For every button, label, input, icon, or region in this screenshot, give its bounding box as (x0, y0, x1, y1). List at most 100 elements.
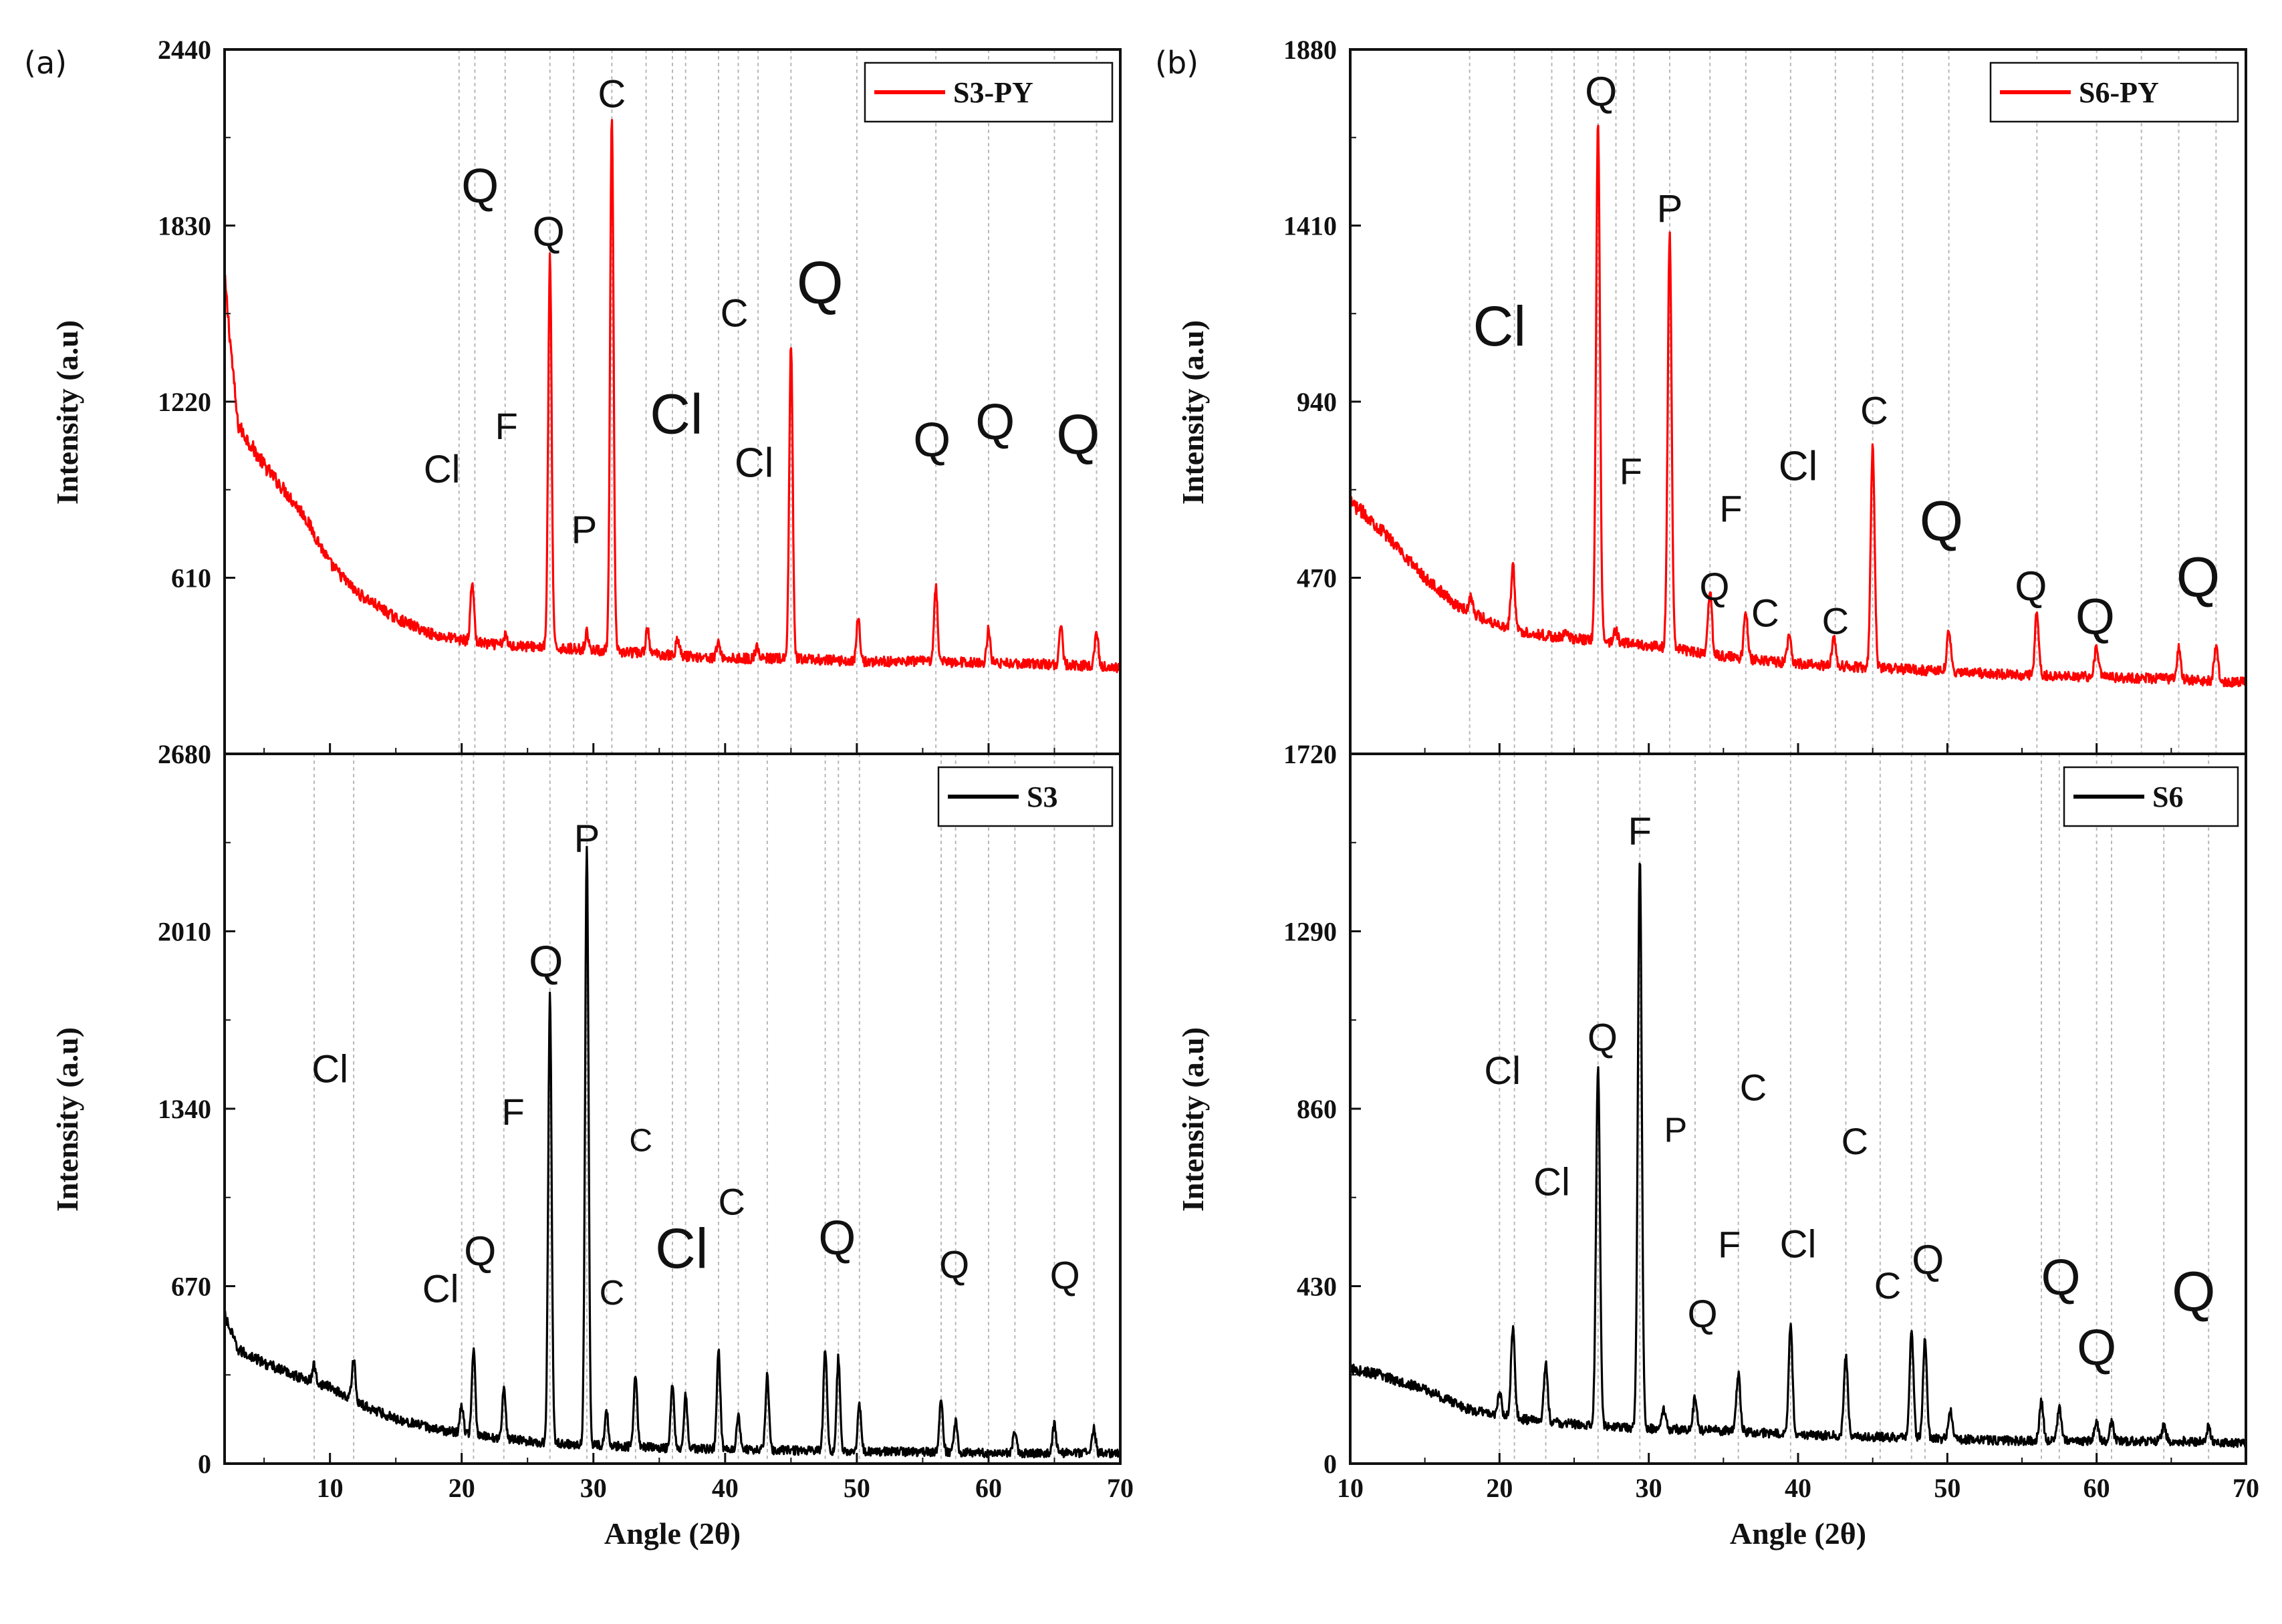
series-line-s3 (223, 845, 1122, 1459)
y-tick-label: 430 (1297, 1272, 1337, 1302)
x-tick-label: 60 (2083, 1473, 2110, 1503)
chart-a-bottom: 2680 2010 1340 670 0 10 20 30 40 50 60 70 Angle (2θ)… (50, 739, 1134, 1550)
legend-label: S6-PY (2079, 76, 2159, 109)
y-tick-label: 2440 (158, 35, 211, 65)
phase-label-q: Q (1699, 565, 1729, 609)
y-axis-label: Intensity (a.u) (50, 320, 84, 505)
phase-label-c: C (721, 292, 749, 335)
phase-label-cl: Cl (1484, 1049, 1521, 1093)
series-line-s3-py (224, 119, 1122, 674)
y-axis-label: Intensity (a.u) (1176, 320, 1210, 505)
y-tick-label: 0 (198, 1449, 211, 1479)
phase-label-p: P (1664, 1111, 1688, 1149)
x-tick-label: 70 (1107, 1473, 1134, 1503)
y-tick-label: 860 (1297, 1094, 1337, 1124)
y-tick-label: 1720 (1283, 739, 1337, 769)
legend-label: S3 (1027, 781, 1057, 813)
phase-label-cl: Cl (655, 1217, 708, 1280)
phase-label-q: Q (464, 1228, 496, 1274)
phase-label-q: Q (2176, 546, 2220, 609)
phase-label-q: Q (1912, 1237, 1944, 1283)
y-axis-label: Intensity (a.u) (1176, 1027, 1210, 1212)
phase-label-cl: Cl (1473, 295, 1526, 358)
x-tick-label: 50 (844, 1473, 870, 1503)
phase-label-q: Q (533, 209, 565, 255)
y-tick-label: 610 (171, 563, 211, 593)
x-axis-label: Angle (2θ) (604, 1516, 741, 1550)
phase-label-cl: Cl (650, 383, 703, 446)
phase-label-cl: Cl (311, 1047, 348, 1091)
phase-label-c: C (600, 1274, 625, 1313)
phase-label-cl: Cl (1780, 1222, 1817, 1266)
phase-label-cl: Cl (735, 440, 774, 486)
x-tick-label: 30 (580, 1473, 607, 1503)
legend-label: S6 (2152, 781, 2183, 813)
series-line-s6-py (1349, 124, 2247, 688)
phase-label-c: C (718, 1181, 745, 1223)
y-tick-label: 1880 (1283, 35, 1337, 65)
phase-label-q: Q (1588, 1017, 1618, 1060)
phase-label-q: Q (2077, 1319, 2116, 1376)
x-tick-label: 70 (2233, 1473, 2259, 1503)
phase-label-cl: Cl (422, 1267, 459, 1311)
phase-label-q: Q (461, 160, 499, 213)
phase-label-c: C (1860, 390, 1888, 433)
x-tick-label: 20 (1486, 1473, 1513, 1503)
phase-label-q: Q (1050, 1254, 1080, 1297)
x-tick-label: 40 (1785, 1473, 1811, 1503)
phase-label-q: Q (797, 250, 844, 317)
phase-label-f: F (495, 405, 518, 447)
plot-frame (1349, 48, 2247, 755)
phase-label-c: C (1842, 1120, 1868, 1162)
phase-label-q: Q (2172, 1260, 2215, 1323)
phase-label-cl: Cl (1533, 1161, 1570, 1204)
y-tick-label: 2010 (158, 917, 211, 947)
phase-label-q: Q (913, 414, 950, 467)
phase-label-q: Q (939, 1244, 969, 1287)
y-tick-label: 470 (1297, 563, 1337, 593)
phase-label-q: Q (1688, 1293, 1718, 1336)
chart-b-bottom: 1720 1290 860 430 010 20 30 40 50 60 70 Angle (2θ) I… (1176, 739, 2259, 1550)
phase-label-c: C (1874, 1264, 1901, 1307)
y-tick-label: 670 (171, 1272, 211, 1302)
x-tick-label: 40 (712, 1473, 739, 1503)
phase-label-q: Q (2041, 1249, 2081, 1306)
x-tick-label: 20 (449, 1473, 475, 1503)
phase-label-cl: Cl (424, 448, 461, 491)
phase-label-c: C (1751, 591, 1779, 635)
phase-label-q: Q (1056, 403, 1100, 466)
y-tick-label: 2680 (158, 739, 211, 769)
y-tick-label: 940 (1297, 387, 1337, 417)
x-tick-label: 10 (317, 1473, 344, 1503)
phase-label-c: C (598, 72, 626, 116)
phase-label-cl: Cl (1779, 444, 1818, 490)
phase-label-q: Q (529, 936, 563, 986)
x-tick-label: 50 (1934, 1473, 1960, 1503)
phase-label-f: F (501, 1091, 524, 1133)
phase-label-c: C (1822, 600, 1849, 642)
phase-label-q: Q (1920, 489, 1963, 552)
legend-label: S3-PY (953, 76, 1033, 109)
phase-label-q: Q (2075, 589, 2115, 646)
phase-label-q: Q (2015, 563, 2047, 610)
phase-label-p: P (572, 509, 598, 552)
panel-a-tag: (a) (24, 45, 67, 81)
phase-label-f: F (1628, 810, 1652, 853)
legend: S3-PY (864, 61, 1114, 123)
y-axis-label: Intensity (a.u) (50, 1027, 84, 1212)
legend: S6-PY (1989, 61, 2239, 123)
x-tick-label: 10 (1337, 1473, 1364, 1503)
legend: S3 (937, 766, 1114, 827)
panel-b-tag: (b) (1155, 45, 1198, 81)
x-tick-label: 60 (975, 1473, 1002, 1503)
phase-label-c: C (1740, 1067, 1767, 1109)
series-line-s6 (1349, 862, 2247, 1449)
legend: S6 (2063, 766, 2239, 827)
y-tick-label: 1290 (1283, 917, 1337, 947)
phase-label-q: Q (818, 1212, 856, 1265)
phase-label-q: Q (975, 394, 1015, 450)
y-tick-label: 1220 (158, 387, 211, 417)
